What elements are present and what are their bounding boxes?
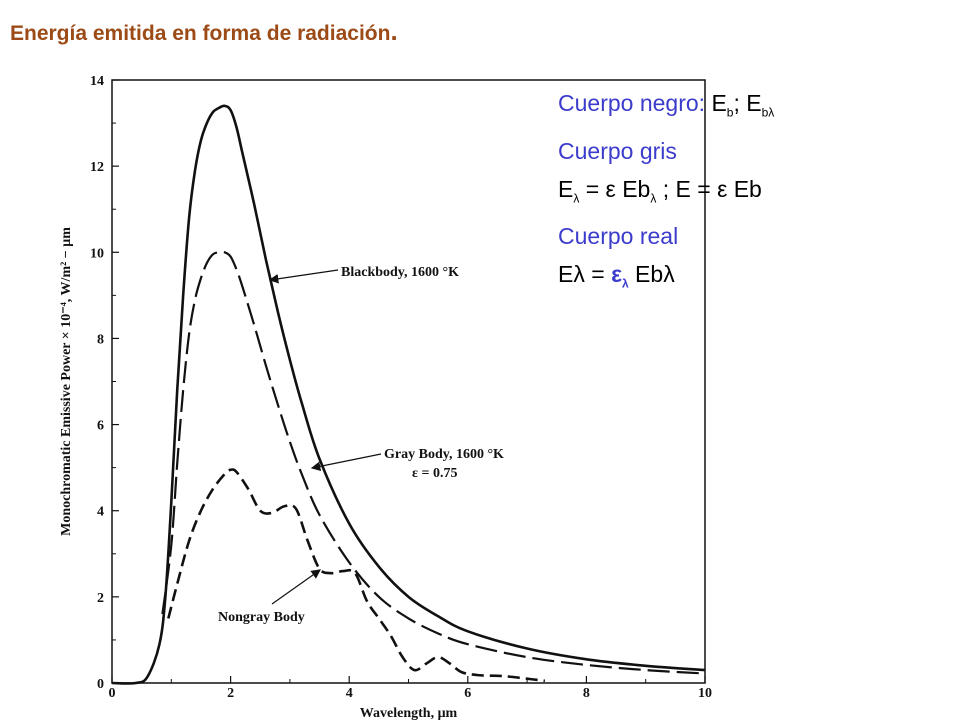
series-line-1 bbox=[161, 250, 706, 675]
x-axis-title: Wavelength, μm bbox=[360, 706, 458, 720]
annotation-label-2: ε = 0.75 bbox=[412, 466, 457, 481]
x-tick-label: 2 bbox=[227, 686, 234, 701]
slide-title-dot: . bbox=[390, 16, 398, 46]
note-blackbody: Cuerpo negro: Eb; Ebλ bbox=[558, 90, 775, 120]
y-tick-label: 10 bbox=[90, 246, 104, 261]
note-graybody: Cuerpo gris bbox=[558, 137, 677, 164]
y-tick-label: 8 bbox=[97, 332, 104, 347]
x-tick-label: 6 bbox=[464, 686, 471, 701]
y-tick-label: 6 bbox=[97, 419, 104, 434]
x-tick-label: 10 bbox=[698, 686, 712, 701]
emissivity-notes: Cuerpo negro: Eb; Ebλ Cuerpo gris Eλ = ε… bbox=[558, 84, 774, 303]
annotation-leader-0 bbox=[268, 269, 339, 284]
slide-title-text: Energía emitida en forma de radiación bbox=[10, 22, 391, 45]
annotation-label-3: Nongray Body bbox=[218, 610, 305, 625]
note-realbody-equation: Eλ = ελ Ebλ bbox=[558, 261, 675, 291]
series-line-0 bbox=[111, 104, 706, 685]
note-graybody-equation: Eλ = ε Ebλ ; E = ε Eb bbox=[558, 175, 762, 206]
slide-title: Energía emitida en forma de radiación. bbox=[10, 16, 398, 47]
y-tick-label: 0 bbox=[97, 677, 104, 692]
series-line-2 bbox=[167, 468, 546, 683]
annotation-layer: Blackbody, 1600 °K Gray Body, 1600 °K ε = … bbox=[218, 265, 504, 625]
axis-ticks: 0 2 4 6 8 10 0 2 4 6 8 10 12 14 bbox=[90, 74, 712, 701]
y-axis-title: Monochromatic Emissive Power × 10⁻⁴, W/m… bbox=[59, 227, 74, 536]
y-tick-label: 2 bbox=[97, 591, 104, 606]
annotation-label-0: Blackbody, 1600 °K bbox=[341, 265, 459, 280]
y-tick-label: 12 bbox=[90, 160, 104, 175]
y-tick-label: 14 bbox=[90, 74, 104, 89]
annotation-label-1: Gray Body, 1600 °K bbox=[384, 447, 504, 462]
series-layer bbox=[111, 104, 706, 685]
annotation-leader-1 bbox=[310, 453, 382, 472]
x-tick-label: 0 bbox=[109, 686, 116, 701]
note-realbody: Cuerpo real bbox=[558, 223, 679, 250]
x-tick-label: 8 bbox=[583, 686, 590, 701]
annotation-leader-3 bbox=[271, 569, 321, 605]
x-tick-label: 4 bbox=[346, 686, 353, 701]
y-tick-label: 4 bbox=[97, 505, 104, 520]
